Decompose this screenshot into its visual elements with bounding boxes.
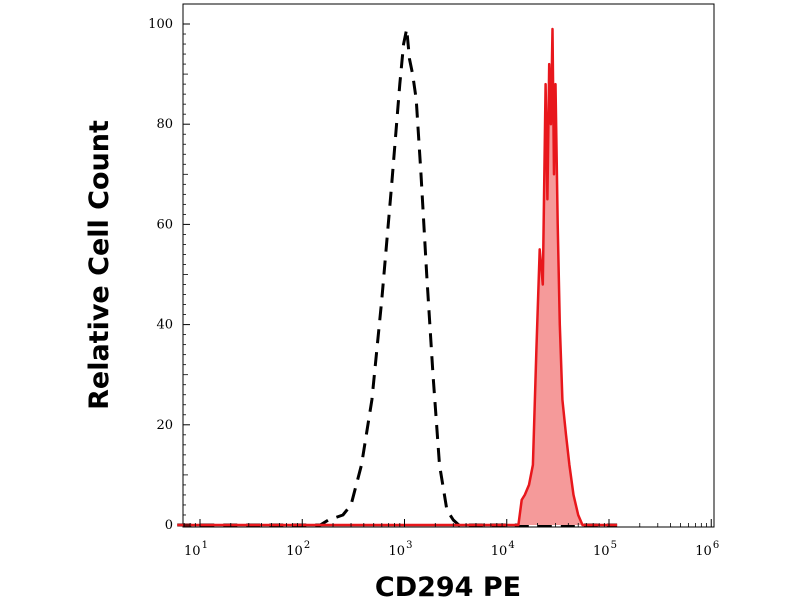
y-tick-label: 0 — [165, 518, 173, 533]
plot-border — [182, 3, 715, 528]
x-axis: 101 102 103 104 105 106 — [183, 519, 719, 559]
x-axis-title: CD294 PE — [375, 572, 521, 600]
y-tick-label: 80 — [156, 117, 173, 132]
x-tick-base: 10 — [491, 544, 508, 559]
x-tick-exponent: 1 — [202, 540, 208, 551]
x-tick-exponent: 2 — [304, 540, 310, 551]
x-tick-label: 106 — [695, 540, 719, 559]
x-tick-base: 10 — [695, 544, 712, 559]
x-tick-base: 10 — [389, 544, 406, 559]
x-tick-exponent: 5 — [611, 540, 617, 551]
x-tick-exponent: 4 — [508, 540, 514, 551]
x-tick-label: 101 — [184, 540, 208, 559]
y-tick-label: 20 — [156, 418, 173, 433]
x-tick-base: 10 — [593, 544, 610, 559]
x-tick-label: 105 — [593, 540, 617, 559]
series-1-line — [177, 27, 618, 527]
x-tick-label: 102 — [286, 540, 310, 559]
series-0-line — [177, 27, 618, 527]
y-tick-label: 60 — [156, 217, 173, 232]
y-tick-label: 100 — [148, 17, 173, 32]
series-layer — [177, 27, 618, 527]
x-tick-label: 103 — [389, 540, 413, 559]
x-tick-base: 10 — [286, 544, 303, 559]
plot-frame — [182, 3, 715, 528]
x-tick-exponent: 6 — [713, 540, 719, 551]
x-tick-exponent: 3 — [406, 540, 412, 551]
x-tick-label: 104 — [491, 540, 515, 559]
y-axis: 0 20 40 60 80 100 — [148, 17, 190, 533]
y-axis-title: Relative Cell Count — [84, 120, 115, 410]
y-tick-label: 40 — [156, 318, 173, 333]
x-tick-base: 10 — [184, 544, 201, 559]
